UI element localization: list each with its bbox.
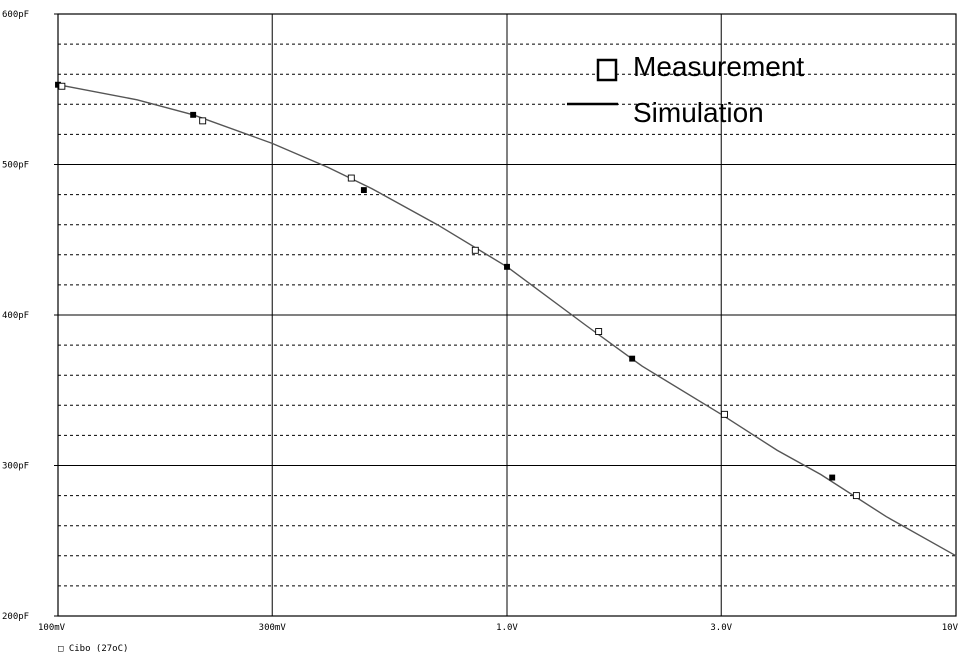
measurement-point — [721, 410, 728, 418]
y-tick-label: 200pF — [2, 612, 29, 622]
legend-label-measurement: Measurement — [633, 51, 804, 82]
measurement-point — [58, 82, 66, 90]
y-tick-label: 600pF — [2, 10, 29, 20]
y-tick-label: 300pF — [2, 462, 29, 472]
y-tick-label: 400pF — [2, 311, 29, 321]
measurement-series — [55, 81, 860, 500]
x-tick-label: 100mV — [38, 623, 66, 633]
measurement-point — [629, 355, 636, 362]
trace-label: □ Cibo (27oC) — [58, 644, 128, 654]
x-tick-label: 10V — [942, 623, 959, 633]
legend-marker-measurement — [596, 58, 618, 82]
measurement-point — [504, 263, 510, 270]
plot-frame — [57, 13, 957, 617]
measurement-point — [360, 187, 367, 194]
x-tick-label: 300mV — [259, 623, 287, 633]
x-tick-label: 1.0V — [496, 623, 518, 633]
measurement-point — [852, 492, 860, 500]
grid — [57, 13, 957, 617]
measurement-point — [471, 246, 479, 254]
measurement-point — [347, 174, 355, 182]
legend-label-simulation: Simulation — [633, 97, 764, 128]
measurement-point — [199, 117, 207, 125]
legend: Measurement Simulation — [567, 51, 804, 128]
x-tick-label: 3.0V — [710, 623, 732, 633]
measurement-point — [595, 328, 603, 336]
axes: 200pF 300pF 400pF 500pF 600pF 100mV 300mV 1.0V 3… — [2, 10, 959, 633]
measurement-point — [190, 111, 197, 118]
y-tick-label: 500pF — [2, 161, 29, 171]
measurement-point — [829, 474, 836, 481]
